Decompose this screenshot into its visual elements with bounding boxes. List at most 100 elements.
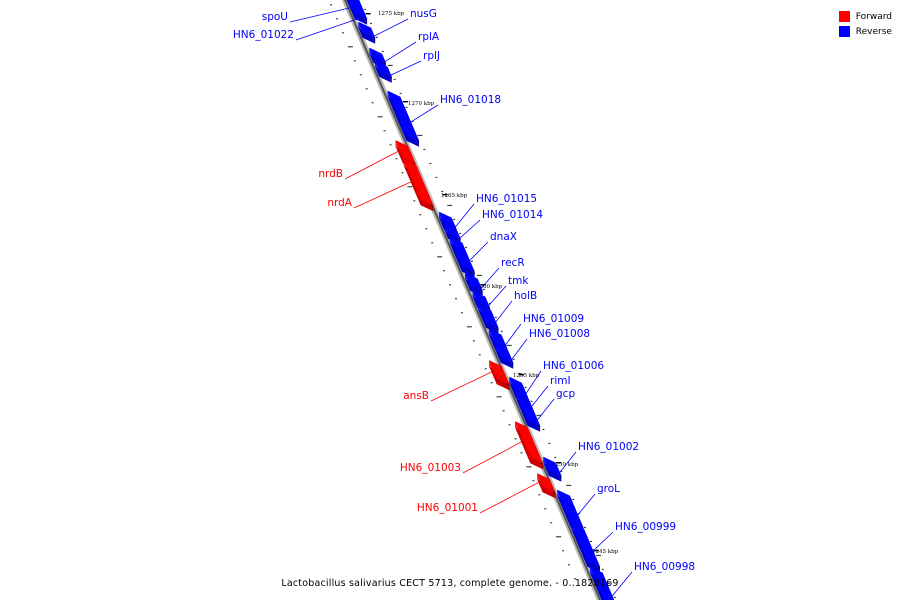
scale-dot bbox=[607, 582, 610, 585]
scale-dot bbox=[353, 60, 356, 62]
scale-dot bbox=[423, 148, 426, 151]
leader-line bbox=[384, 41, 417, 63]
scale-dot bbox=[447, 204, 453, 207]
scale-dot bbox=[466, 326, 472, 328]
gene-label: HN6_01006 bbox=[543, 360, 604, 372]
tick-label: 1260 kbp bbox=[476, 284, 503, 290]
gene-body bbox=[369, 47, 386, 63]
scale-dot bbox=[500, 330, 503, 333]
leader-line bbox=[295, 15, 366, 41]
tick-label: 1255 kbp bbox=[513, 373, 540, 379]
gene-hn6-01002[interactable] bbox=[543, 456, 562, 482]
gene-label: HN6_00998 bbox=[634, 561, 695, 573]
gene-body bbox=[489, 360, 510, 385]
gene-body bbox=[509, 376, 529, 398]
gene-gcp[interactable] bbox=[519, 401, 541, 432]
scale-dot bbox=[429, 162, 432, 165]
scale-dot bbox=[389, 144, 392, 146]
gene-body bbox=[403, 159, 434, 206]
tick-mark bbox=[402, 101, 408, 103]
scale-dot bbox=[435, 176, 438, 179]
gene-body bbox=[444, 224, 461, 239]
scale-dot bbox=[341, 32, 344, 34]
tick-mark bbox=[556, 462, 562, 464]
leader-line bbox=[495, 300, 513, 323]
scale-dot bbox=[425, 228, 428, 230]
gene-label: HN6_00999 bbox=[615, 521, 676, 533]
scale-dots bbox=[330, 4, 616, 599]
gene-label: nrdB bbox=[318, 168, 343, 180]
scale-dot bbox=[363, 8, 366, 11]
leader-line bbox=[469, 241, 489, 262]
scale-dot bbox=[566, 484, 572, 487]
gene-label: HN6_01022 bbox=[233, 29, 294, 41]
scale-dot bbox=[387, 64, 393, 67]
scale-dot bbox=[419, 214, 422, 216]
gene-label: HN6_01018 bbox=[440, 94, 501, 106]
scale-dot bbox=[369, 22, 372, 25]
scale-dot bbox=[494, 316, 497, 319]
scale-dot bbox=[443, 270, 446, 272]
gene-hn6-01003[interactable] bbox=[515, 421, 543, 470]
gene-dnax[interactable] bbox=[449, 236, 475, 278]
scale-dot bbox=[437, 256, 443, 258]
scale-dot bbox=[550, 522, 553, 524]
tick-label: 1265 kbp bbox=[441, 193, 468, 199]
gene-hn6-00998[interactable] bbox=[589, 566, 620, 600]
gene-body bbox=[557, 489, 584, 528]
scale-dot bbox=[371, 102, 374, 104]
scale-dot bbox=[375, 36, 378, 39]
gene-hn6-00999[interactable] bbox=[571, 522, 600, 573]
gene-grol[interactable] bbox=[557, 489, 584, 534]
scale-dot bbox=[530, 400, 533, 403]
scale-dot bbox=[359, 74, 362, 76]
gene-hn6-01001[interactable] bbox=[537, 473, 556, 499]
leader-line bbox=[462, 441, 522, 474]
tick-label: 1245 kbp bbox=[592, 549, 619, 555]
scale-dot bbox=[478, 354, 481, 356]
leader-line bbox=[344, 150, 399, 180]
leader-line bbox=[525, 370, 542, 394]
scale-dot bbox=[502, 410, 505, 412]
gene-holb[interactable] bbox=[478, 303, 499, 334]
gene-label: ansB bbox=[403, 390, 429, 402]
scale-dot bbox=[393, 78, 396, 81]
scale-dot bbox=[562, 550, 565, 552]
gene-nrda[interactable] bbox=[403, 159, 434, 212]
scale-dot bbox=[453, 218, 456, 221]
scale-dot bbox=[556, 536, 562, 538]
gene-body bbox=[349, 0, 362, 7]
scale-dot bbox=[490, 382, 493, 384]
gene-label: rplA bbox=[418, 31, 440, 43]
gene-ansb[interactable] bbox=[489, 360, 510, 391]
backbone-line bbox=[343, 0, 602, 600]
gene-body bbox=[349, 0, 368, 19]
gene-body bbox=[478, 303, 499, 328]
gene-front-face bbox=[465, 278, 483, 297]
gene-rplj[interactable] bbox=[374, 60, 392, 83]
scale-dot bbox=[508, 424, 511, 426]
gene-hn6-01018[interactable] bbox=[387, 90, 419, 147]
gene-recr[interactable] bbox=[465, 272, 483, 297]
scale-dot bbox=[377, 116, 383, 118]
gene-label: nrdA bbox=[327, 197, 352, 209]
gene-body bbox=[515, 421, 543, 464]
gene-label: dnaX bbox=[490, 231, 517, 243]
gene-nusg[interactable] bbox=[358, 21, 376, 44]
legend-forward-label: Forward bbox=[855, 11, 892, 22]
scale-dot bbox=[399, 92, 402, 95]
scale-dot bbox=[335, 18, 338, 20]
gene-body bbox=[589, 566, 615, 600]
gene-body bbox=[439, 211, 457, 230]
reverse-swatch bbox=[838, 26, 850, 37]
leader-line bbox=[611, 571, 633, 597]
forward-swatch bbox=[838, 11, 850, 22]
gene-label: nusG bbox=[410, 8, 437, 20]
gene-hn6-01008[interactable] bbox=[495, 343, 514, 369]
gene-body bbox=[374, 60, 392, 77]
gene-label: HN6_01003 bbox=[400, 462, 461, 474]
legend: Forward Reverse bbox=[838, 9, 892, 39]
scale-dot bbox=[506, 344, 512, 347]
scale-dot bbox=[471, 260, 474, 263]
scale-dot bbox=[460, 312, 463, 314]
